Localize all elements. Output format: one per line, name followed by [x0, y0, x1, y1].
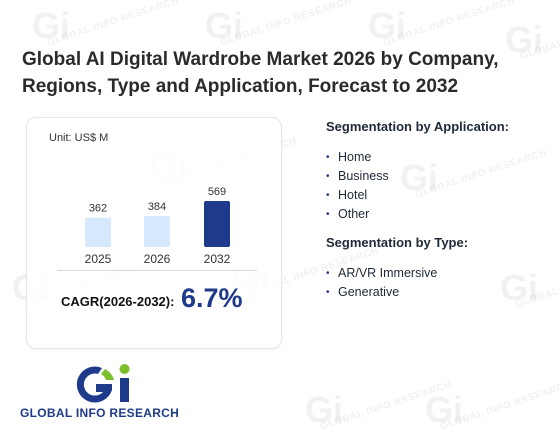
- bar-value-label: 384: [148, 201, 166, 213]
- watermark-text: GLOBAL INFO RESEARCH: [382, 0, 517, 49]
- bar-2026: [144, 215, 170, 247]
- segmentation-application-title: Segmentation by Application:: [326, 119, 509, 134]
- segmentation-type: Segmentation by Type: AR/VR Immersive Ge…: [326, 235, 546, 302]
- bar-2025: [85, 217, 111, 247]
- logo-mark-icon: [76, 364, 130, 403]
- list-item: Generative: [326, 283, 546, 302]
- chart-card: Unit: US$ M 362 2025 384 2026 569 2032 CAGR(2…: [26, 117, 282, 349]
- list-item: Home: [326, 148, 546, 167]
- list-item: Hotel: [326, 186, 546, 205]
- segmentation-application: Segmentation by Application: Home Busine…: [326, 119, 546, 224]
- bar-chart: 362 2025 384 2026 569 2032: [85, 186, 231, 266]
- bar-value-label: 362: [89, 203, 107, 215]
- cagr-label: CAGR(2026-2032):: [61, 294, 175, 309]
- chart-baseline: [57, 270, 257, 271]
- category-label: 2032: [204, 252, 231, 266]
- category-label: 2025: [85, 252, 112, 266]
- unit-label: Unit: US$ M: [49, 132, 109, 144]
- segmentation-application-list: Home Business Hotel Other: [326, 148, 546, 224]
- list-item: Other: [326, 205, 546, 224]
- bar-2032: [204, 201, 230, 247]
- segmentation-type-list: AR/VR Immersive Generative: [326, 264, 546, 302]
- list-item: AR/VR Immersive: [326, 264, 546, 283]
- logo-text: GLOBAL INFO RESEARCH: [20, 406, 180, 420]
- watermark-text: GLOBAL INFO RESEARCH: [46, 0, 181, 49]
- watermark-text: GLOBAL INFO RESEARCH: [439, 379, 560, 433]
- segmentation-type-title: Segmentation by Type:: [326, 235, 469, 250]
- watermark-text: GLOBAL INFO RESEARCH: [319, 379, 454, 433]
- category-label: 2026: [144, 252, 171, 266]
- company-logo: GLOBAL INFO RESEARCH: [20, 360, 190, 424]
- list-item: Business: [326, 167, 546, 186]
- bar-value-label: 569: [208, 186, 226, 198]
- page-title: Global AI Digital Wardrobe Market 2026 b…: [22, 49, 499, 97]
- watermark-text: GLOBAL INFO RESEARCH: [219, 0, 354, 49]
- cagr-value: 6.7%: [181, 283, 243, 313]
